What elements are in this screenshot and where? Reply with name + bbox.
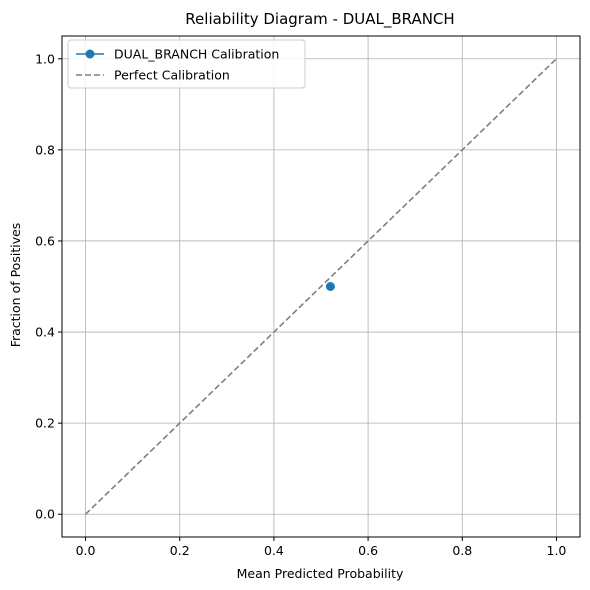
x-tick-label: 0.8 <box>452 543 472 558</box>
y-tick-label: 0.4 <box>35 325 55 340</box>
y-tick-label: 1.0 <box>35 51 55 66</box>
y-axis-label: Fraction of Positives <box>8 223 23 348</box>
y-tick-label: 0.6 <box>35 233 55 248</box>
data-point <box>325 282 335 291</box>
y-tick-label: 0.8 <box>35 142 55 157</box>
legend-box <box>67 39 306 89</box>
y-tick-label: 0.0 <box>35 507 55 522</box>
chart-title: Reliability Diagram - DUAL_BRANCH <box>185 10 454 29</box>
legend: DUAL_BRANCH Calibration Perfect Calibrati… <box>67 39 306 89</box>
series-line-perfect-calibration <box>84 58 558 515</box>
x-axis-label: Mean Predicted Probability <box>237 566 404 581</box>
y-tick-label: 0.2 <box>35 416 55 431</box>
x-tick-label: 0.4 <box>264 543 284 558</box>
plot-area: 0.0 0.2 0.4 0.6 0.8 1.0 0.0 0.2 0.4 0.6 0.8 1.0 <box>35 35 581 558</box>
x-tick-label: 0.0 <box>76 543 96 558</box>
legend-label: DUAL_BRANCH Calibration <box>114 47 279 62</box>
x-tick-label: 0.2 <box>170 543 190 558</box>
x-tick-label: 1.0 <box>547 543 567 558</box>
axes-frame <box>61 35 581 538</box>
legend-label: Perfect Calibration <box>114 68 230 83</box>
x-tick-label: 0.6 <box>358 543 378 558</box>
legend-swatch-marker <box>85 49 95 59</box>
